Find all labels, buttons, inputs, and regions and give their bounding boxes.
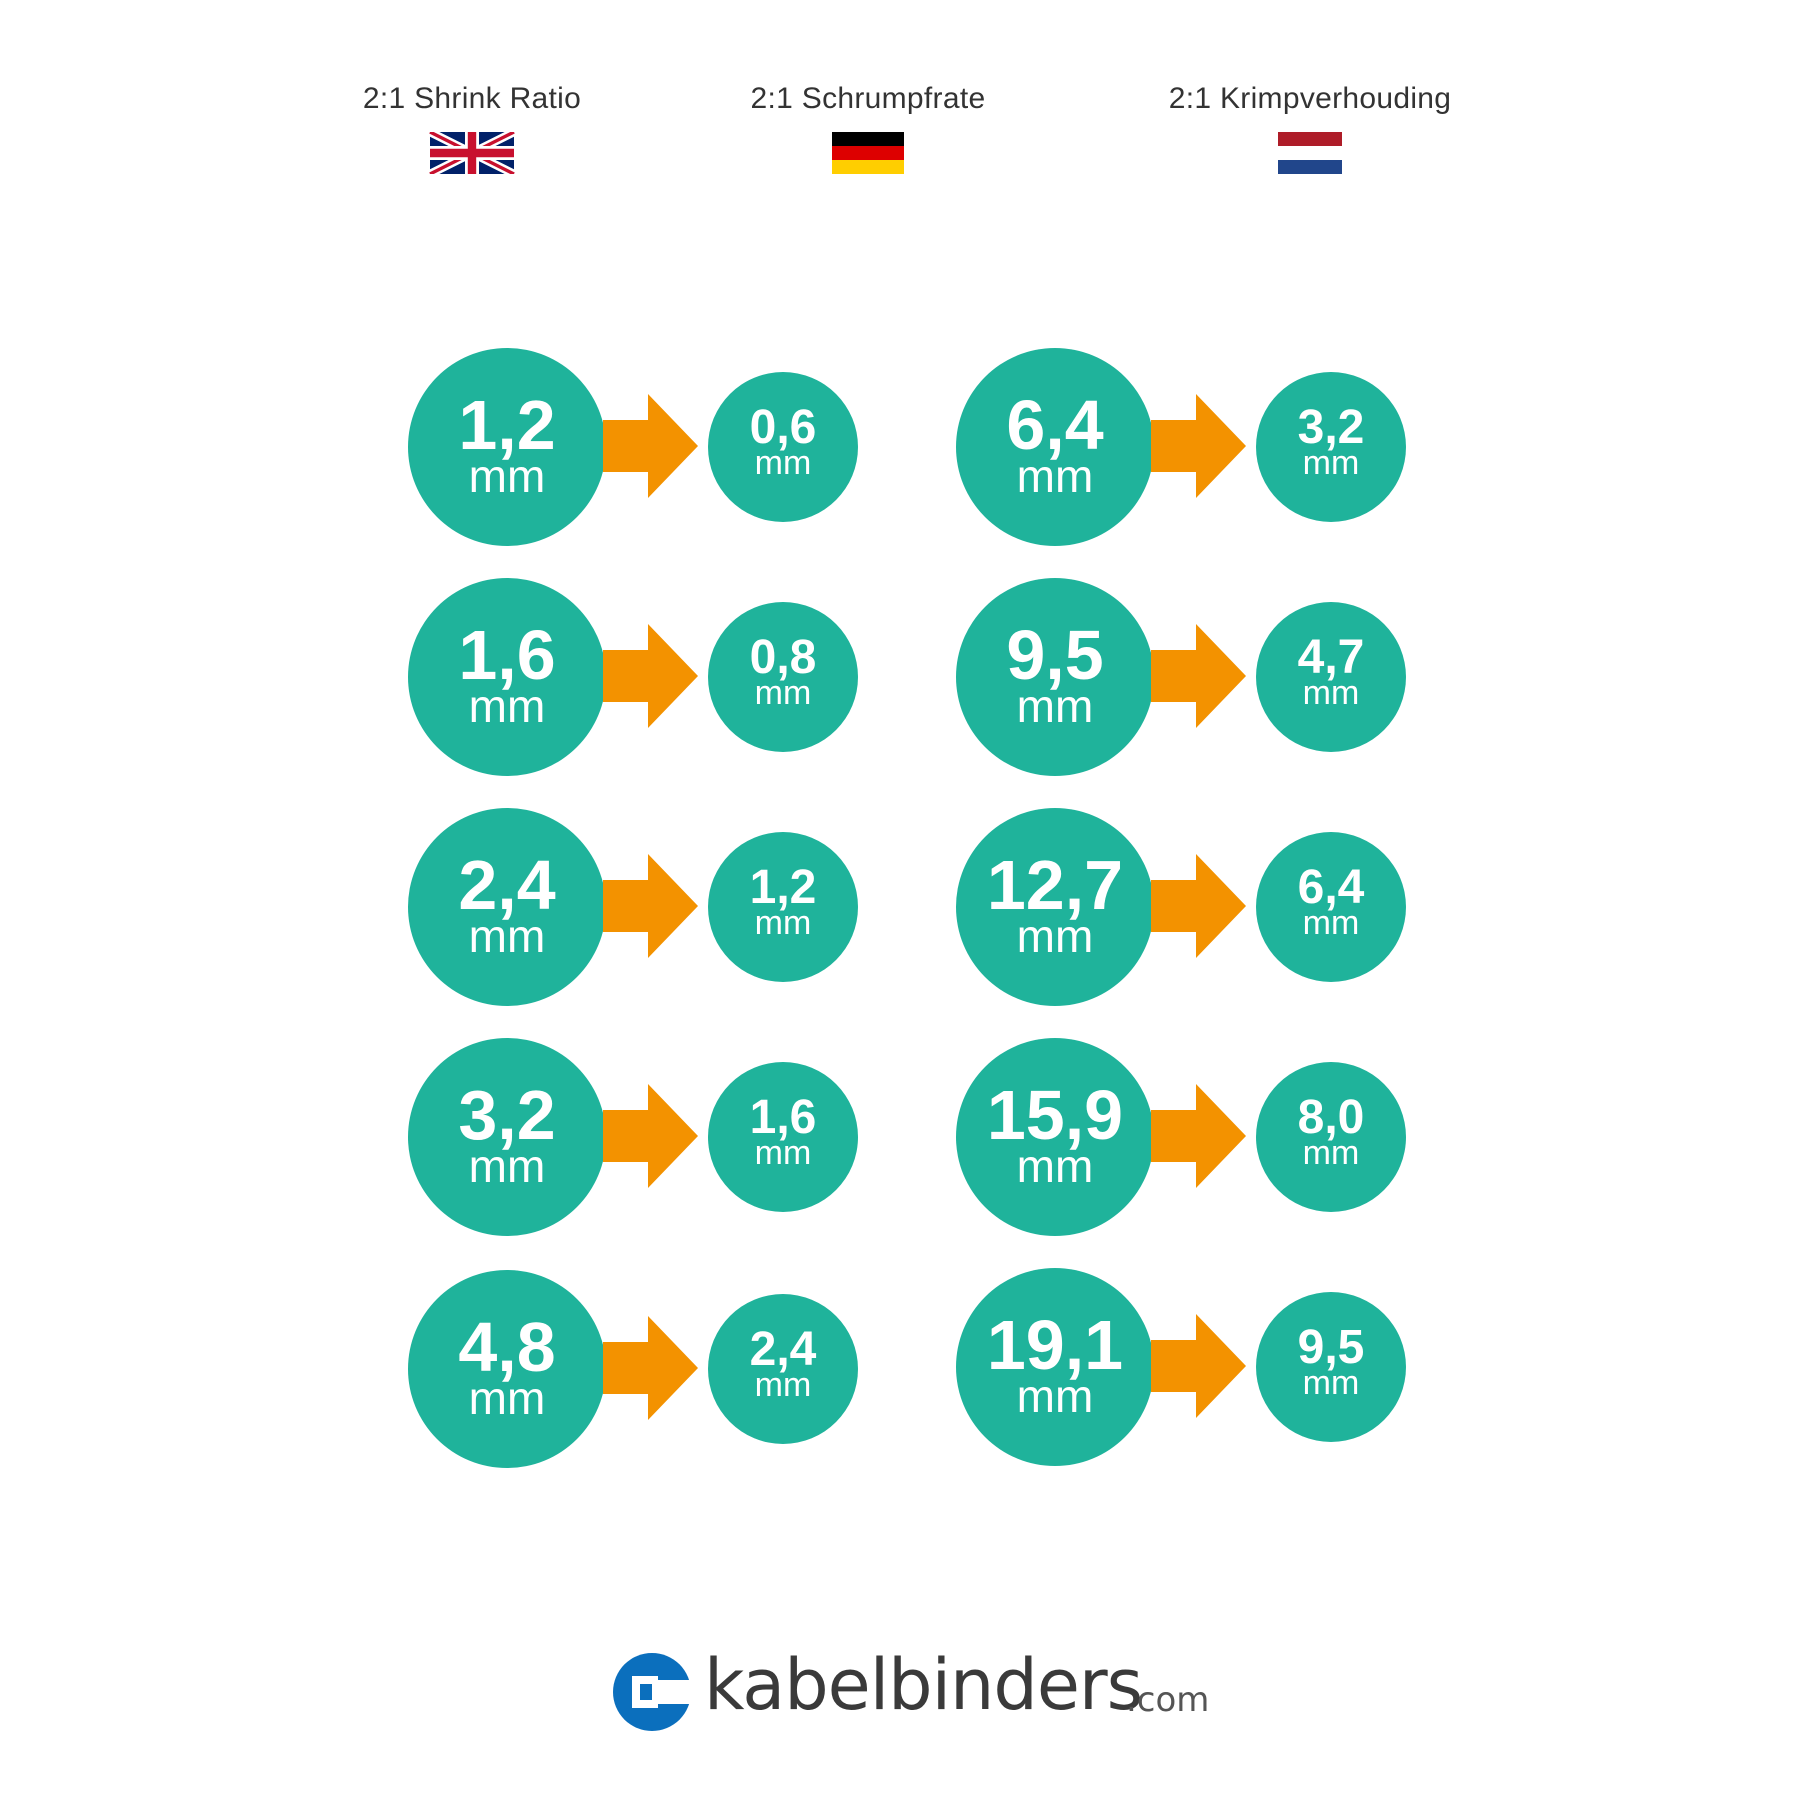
unit-label: mm (754, 674, 812, 712)
size-row: 4,8 mm 2,4 mm (408, 1270, 888, 1470)
header-dutch: 2:1 Krimpverhouding (1100, 82, 1520, 174)
arrow-right-icon (1151, 1084, 1246, 1188)
unit-label: mm (1302, 904, 1360, 942)
shrunk-size-circle: 6,4 mm (1256, 832, 1406, 982)
arrow-right-icon (1151, 394, 1246, 498)
arrow-right-icon (603, 854, 698, 958)
arrow-right-icon (1151, 854, 1246, 958)
original-size-circle: 4,8 mm (408, 1270, 606, 1468)
arrow-right-icon (1151, 624, 1246, 728)
shrunk-size-value: 2,4 (749, 1323, 817, 1376)
arrow-right-icon (603, 624, 698, 728)
shrunk-size-circle: 8,0 mm (1256, 1062, 1406, 1212)
header-label-dutch: 2:1 Krimpverhouding (1168, 82, 1452, 115)
germany-flag-icon (832, 132, 904, 174)
original-size-value: 12,7 (986, 846, 1124, 924)
netherlands-flag-icon (1278, 132, 1342, 174)
size-row: 9,5 mm 4,7 mm (956, 578, 1436, 778)
shrunk-size-value: 0,8 (749, 631, 817, 684)
unit-label: mm (1302, 674, 1360, 712)
unit-label: mm (1302, 1134, 1360, 1172)
unit-label: mm (1302, 444, 1360, 482)
header-german: 2:1 Schrumpfrate (658, 82, 1078, 174)
unit-label: mm (1302, 1364, 1360, 1402)
shrunk-size-value: 4,7 (1297, 631, 1365, 684)
unit-label: mm (1016, 1140, 1094, 1192)
original-size-value: 1,2 (458, 386, 556, 464)
unit-label: mm (754, 444, 812, 482)
unit-label: mm (468, 1372, 546, 1424)
shrunk-size-circle: 1,2 mm (708, 832, 858, 982)
original-size-circle: 12,7 mm (956, 808, 1154, 1006)
shrunk-size-circle: 9,5 mm (1256, 1292, 1406, 1442)
unit-label: mm (468, 680, 546, 732)
unit-label: mm (754, 904, 812, 942)
original-size-value: 6,4 (1006, 386, 1104, 464)
unit-label: mm (468, 910, 546, 962)
shrunk-size-value: 1,2 (749, 861, 817, 914)
original-size-value: 2,4 (458, 846, 556, 924)
logo-wordmark: kabelbinders (704, 1644, 1143, 1726)
shrunk-size-value: 8,0 (1297, 1091, 1365, 1144)
original-size-circle: 2,4 mm (408, 808, 606, 1006)
original-size-circle: 9,5 mm (956, 578, 1154, 776)
arrow-right-icon (603, 1316, 698, 1420)
original-size-circle: 3,2 mm (408, 1038, 606, 1236)
arrow-right-icon (603, 1084, 698, 1188)
shrunk-size-circle: 4,7 mm (1256, 602, 1406, 752)
unit-label: mm (754, 1366, 812, 1404)
size-row: 1,6 mm 0,8 mm (408, 578, 888, 778)
unit-label: mm (1016, 1370, 1094, 1422)
header-label-german: 2:1 Schrumpfrate (750, 82, 986, 115)
header-english: 2:1 Shrink Ratio (262, 82, 682, 174)
shrunk-size-value: 0,6 (749, 401, 817, 454)
unit-label: mm (468, 1140, 546, 1192)
size-row: 19,1 mm 9,5 mm (956, 1268, 1436, 1468)
original-size-value: 1,6 (458, 616, 556, 694)
logo-tld: .com (1126, 1680, 1210, 1720)
original-size-circle: 1,2 mm (408, 348, 606, 546)
size-row: 3,2 mm 1,6 mm (408, 1038, 888, 1238)
shrunk-size-circle: 0,6 mm (708, 372, 858, 522)
shrunk-size-value: 9,5 (1297, 1321, 1365, 1374)
shrunk-size-circle: 3,2 mm (1256, 372, 1406, 522)
unit-label: mm (754, 1134, 812, 1172)
unit-label: mm (468, 450, 546, 502)
original-size-value: 19,1 (986, 1306, 1124, 1384)
unit-label: mm (1016, 680, 1094, 732)
unit-label: mm (1016, 910, 1094, 962)
size-row: 15,9 mm 8,0 mm (956, 1038, 1436, 1238)
shrunk-size-circle: 2,4 mm (708, 1294, 858, 1444)
unit-label: mm (1016, 450, 1094, 502)
cable-tie-logo-icon (613, 1653, 692, 1731)
original-size-value: 3,2 (458, 1076, 556, 1154)
original-size-circle: 19,1 mm (956, 1268, 1154, 1466)
original-size-circle: 1,6 mm (408, 578, 606, 776)
shrunk-size-circle: 1,6 mm (708, 1062, 858, 1212)
header-label-english: 2:1 Shrink Ratio (362, 82, 582, 115)
size-row: 12,7 mm 6,4 mm (956, 808, 1436, 1008)
shrunk-size-value: 6,4 (1297, 861, 1365, 914)
size-row: 6,4 mm 3,2 mm (956, 348, 1436, 548)
original-size-value: 4,8 (458, 1308, 556, 1386)
original-size-circle: 6,4 mm (956, 348, 1154, 546)
original-size-value: 9,5 (1006, 616, 1104, 694)
shrunk-size-value: 1,6 (749, 1091, 817, 1144)
original-size-value: 15,9 (986, 1076, 1124, 1154)
uk-flag-icon (429, 132, 515, 174)
size-row: 2,4 mm 1,2 mm (408, 808, 888, 1008)
kabelbinders-logo: kabelbinders .com (612, 1644, 1212, 1740)
arrow-right-icon (1151, 1314, 1246, 1418)
arrow-right-icon (603, 394, 698, 498)
shrunk-size-value: 3,2 (1297, 401, 1365, 454)
size-row: 1,2 mm 0,6 mm (408, 348, 888, 548)
original-size-circle: 15,9 mm (956, 1038, 1154, 1236)
shrunk-size-circle: 0,8 mm (708, 602, 858, 752)
